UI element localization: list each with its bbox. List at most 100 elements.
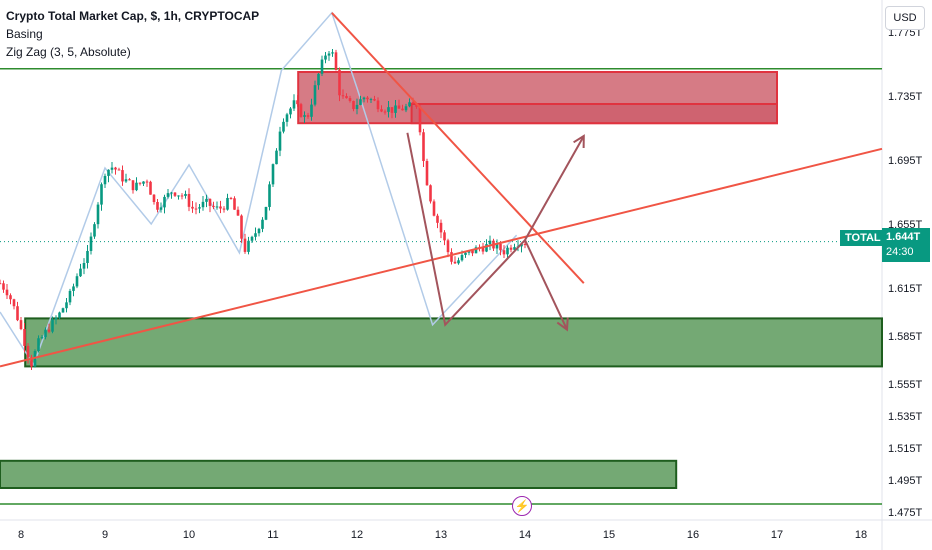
candle-body	[432, 201, 436, 216]
candle-body	[310, 104, 313, 117]
candle-body	[495, 243, 499, 249]
y-tick-label: 1.735T	[888, 91, 923, 103]
x-tick-label: 9	[102, 529, 108, 541]
symbol-price-tag: TOTAL	[840, 230, 886, 246]
lightning-icon[interactable]: ⚡	[512, 496, 532, 516]
candle-body	[345, 96, 348, 99]
x-tick-label: 12	[351, 529, 363, 541]
projection-down-path	[524, 239, 568, 331]
candle-body	[513, 247, 516, 250]
candle-body	[114, 167, 117, 170]
projection-down-arrowhead	[556, 317, 569, 332]
candle-body	[481, 247, 485, 252]
candle-body	[415, 103, 418, 107]
x-tick-label: 10	[183, 529, 195, 541]
candle-body	[285, 114, 289, 122]
x-tick-label: 17	[771, 529, 783, 541]
candle-body	[89, 236, 93, 251]
candle-body	[51, 319, 54, 332]
candle-body	[453, 261, 457, 264]
currency-button[interactable]: USD	[885, 6, 925, 30]
candle-body	[275, 150, 278, 165]
candle-body	[177, 195, 180, 197]
candle-body	[138, 182, 142, 184]
support-zone	[24, 317, 883, 368]
last-price-value: 1.644T	[886, 231, 921, 243]
candle-body	[243, 238, 247, 252]
x-tick-label: 15	[603, 529, 615, 541]
candle-body	[124, 179, 128, 182]
candle-body	[121, 170, 124, 182]
x-tick-label: 13	[435, 529, 447, 541]
candle-body	[254, 233, 257, 237]
candle-body	[0, 283, 2, 285]
candle-body	[520, 244, 523, 247]
ascending-trendline	[0, 147, 883, 368]
candle-body	[460, 254, 464, 261]
x-tick-label: 11	[267, 529, 278, 541]
candle-body	[86, 250, 89, 264]
candle-body	[166, 193, 170, 197]
candle-body	[506, 247, 509, 255]
candle-body	[338, 69, 341, 96]
candle-body	[61, 308, 65, 313]
candle-body	[128, 179, 131, 181]
candle-body	[173, 192, 177, 196]
candle-body	[236, 209, 240, 216]
candle-body	[348, 98, 352, 101]
candle-body	[82, 263, 86, 269]
candle-body	[418, 106, 422, 133]
candle-body	[159, 207, 163, 210]
candle-body	[135, 182, 138, 191]
candle-body	[19, 320, 23, 330]
candle-body	[296, 100, 299, 105]
candle-body	[37, 338, 40, 352]
candle-body	[149, 181, 152, 195]
candle-body	[247, 240, 250, 252]
candle-body	[100, 184, 103, 205]
candle-body	[289, 108, 292, 115]
candle-body	[411, 102, 415, 104]
candle-body	[324, 55, 327, 60]
candle-body	[110, 167, 114, 170]
candle-body	[450, 252, 453, 262]
x-tick-label: 14	[519, 529, 531, 541]
candle-body	[509, 247, 513, 250]
candle-body	[502, 250, 506, 255]
candle-body	[320, 59, 324, 74]
candle-body	[387, 107, 390, 112]
candle-body	[44, 329, 47, 338]
zigzag-line	[0, 11, 518, 367]
candle-body	[219, 206, 222, 209]
candle-body	[268, 184, 271, 207]
candle-body	[408, 102, 411, 107]
candle-body	[163, 196, 166, 208]
candle-body	[75, 276, 79, 287]
candle-body	[194, 208, 198, 210]
candle-body	[299, 104, 303, 117]
candle-body	[226, 197, 229, 210]
candle-body	[292, 100, 296, 109]
candle-body	[152, 194, 156, 203]
projection-up-arrowhead	[573, 134, 585, 149]
candle-body	[523, 244, 527, 246]
y-tick-label: 1.695T	[888, 155, 923, 167]
candle-body	[9, 295, 12, 300]
legend-indicator-basing: Basing	[6, 27, 43, 41]
candle-body	[429, 185, 432, 202]
candle-body	[30, 357, 33, 367]
candle-body	[187, 193, 191, 207]
candle-body	[422, 132, 425, 162]
chart-legend: Crypto Total Market Cap, $, 1h, CRYPTOCA…	[6, 7, 259, 61]
bar-countdown: 24:30	[886, 246, 914, 258]
candle-body	[2, 283, 5, 290]
candle-body	[474, 247, 478, 254]
candle-body	[317, 73, 320, 86]
projection-up-path	[406, 132, 585, 327]
candle-body	[443, 232, 446, 241]
x-tick-label: 16	[687, 529, 699, 541]
candle-body	[331, 52, 334, 54]
candle-body	[54, 317, 58, 320]
legend-indicator-zigzag: Zig Zag (3, 5, Absolute)	[6, 45, 131, 59]
